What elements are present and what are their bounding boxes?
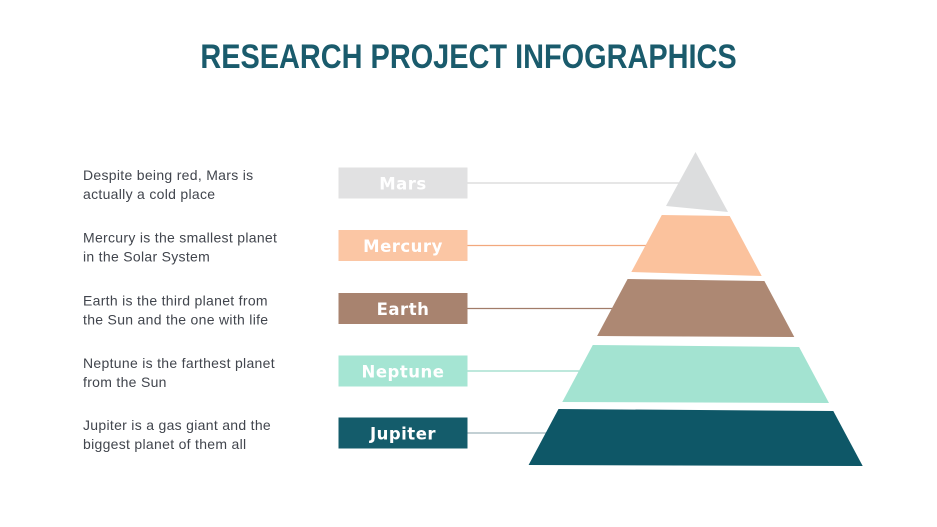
label-text-neptune: Neptune bbox=[362, 363, 445, 382]
label-box-jupiter bbox=[338, 417, 468, 449]
page-title: RESEARCH PROJECT INFOGRAPHICS bbox=[200, 38, 737, 76]
description-earth-line1: Earth is the third planet from bbox=[83, 293, 268, 309]
description-mars-line1: Despite being red, Mars is bbox=[83, 167, 253, 183]
description-mercury-line1: Mercury is the smallest planet bbox=[83, 230, 277, 246]
description-jupiter-line1: Jupiter is a gas giant and the bbox=[83, 417, 271, 433]
label-box-mercury bbox=[338, 230, 468, 261]
label-box-mars bbox=[338, 167, 468, 199]
description-earth-line2: the Sun and the one with life bbox=[83, 312, 268, 328]
pyramid-segment-mars bbox=[666, 152, 728, 212]
pyramid-segment-jupiter bbox=[528, 409, 863, 466]
pyramid-segment-earth bbox=[597, 279, 795, 337]
label-text-mars: Mars bbox=[379, 175, 427, 194]
description-mercury-line2: in the Solar System bbox=[83, 249, 210, 265]
description-neptune-line2: from the Sun bbox=[83, 374, 167, 390]
label-box-earth bbox=[338, 293, 468, 324]
label-text-mercury: Mercury bbox=[363, 237, 443, 256]
pyramid-segment-neptune bbox=[562, 345, 829, 403]
description-neptune-line1: Neptune is the farthest planet bbox=[83, 355, 275, 371]
label-text-jupiter: Jupiter bbox=[369, 425, 436, 444]
label-text-earth: Earth bbox=[377, 300, 430, 319]
description-mars-line2: actually a cold place bbox=[83, 186, 215, 202]
pyramid-segment-mercury bbox=[631, 215, 762, 276]
label-box-neptune bbox=[338, 355, 468, 387]
description-jupiter-line2: biggest planet of them all bbox=[83, 436, 246, 452]
